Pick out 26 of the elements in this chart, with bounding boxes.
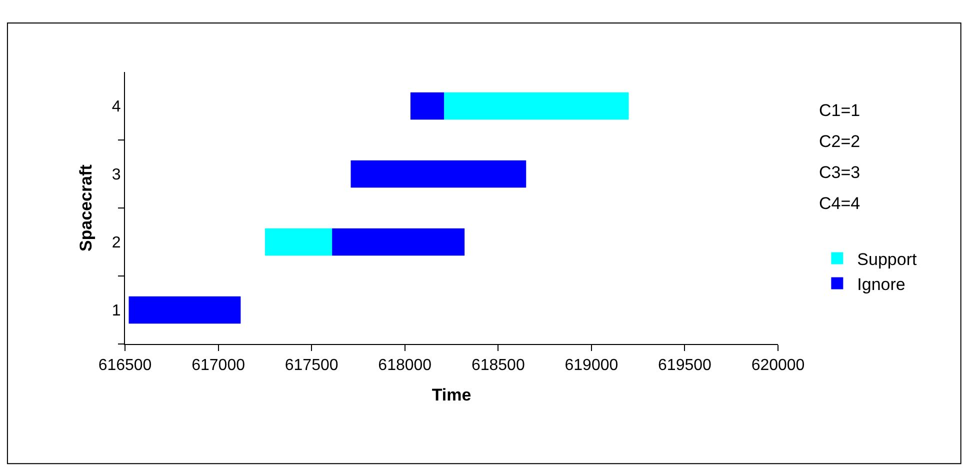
x-tick-label: 617000 [192,357,246,374]
x-tick-label: 618500 [471,357,525,374]
y-tick-label: 2 [112,234,121,252]
bar [332,228,465,256]
x-tick-label: 619000 [564,357,618,374]
bar [444,92,629,120]
legend-label: Support [857,250,917,269]
text: C2=2 [819,132,860,151]
y-tick-label: 1 [112,302,121,320]
x-tick-label: 617500 [284,357,338,374]
legend-label: Ignore [857,274,906,294]
y-tick-label: 4 [112,98,121,116]
x-tick-label: 618000 [378,357,432,374]
bar [350,160,526,188]
text: C4=4 [819,194,860,213]
x-axis-title: Time [432,386,472,405]
x-tick-label: 616500 [98,357,152,374]
text: C3=3 [819,163,860,182]
bar [264,228,332,256]
x-tick-label: 619500 [658,357,712,374]
bar [128,296,241,324]
y-tick-label: 3 [112,166,121,184]
x-tick-label: 620000 [751,357,805,374]
bar [410,92,444,120]
y-axis-title: Spacecraft [76,164,96,252]
text: C1=1 [819,101,860,120]
